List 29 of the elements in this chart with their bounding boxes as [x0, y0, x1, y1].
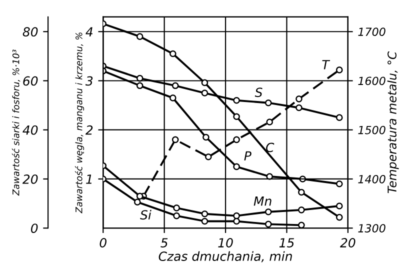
y2-tick-label: 1500	[358, 126, 386, 134]
series-label: S	[254, 88, 262, 98]
y-axis-title: Zawartość węgla, manganu i krzemu, %	[74, 32, 84, 214]
y-tick-label: 1	[86, 174, 92, 184]
y-tick-label: 4	[86, 27, 93, 36]
y2-axis-title: Temperatura metalu, °C	[387, 51, 399, 194]
x-tick-label: 20	[340, 238, 356, 248]
y2-tick-label: 1400	[358, 174, 386, 184]
y3-tick-label: 0	[30, 224, 38, 234]
series-label: Si	[140, 210, 152, 220]
x-tick-label: 15	[279, 238, 294, 248]
series-label: T	[322, 60, 330, 70]
x-tick-label: 0	[100, 238, 106, 248]
y3-tick-label: 80	[22, 27, 38, 37]
y2-tick-label: 1700	[358, 28, 386, 36]
series-label: P	[244, 151, 252, 160]
series-label: Mn	[254, 196, 272, 206]
y-tick-label: 3	[85, 76, 93, 86]
y3-tick-label: 60	[23, 76, 38, 86]
y3-axis-title: Zawartość siarki i fosforu, %·10³	[12, 50, 20, 196]
series-label: C	[266, 142, 274, 152]
y-tick-label: 2	[85, 125, 93, 135]
y2-tick-label: 1300	[358, 224, 386, 232]
x-tick-label: 5	[160, 238, 168, 248]
y2-tick-label: 1600	[358, 76, 386, 86]
y3-tick-label: 20	[22, 174, 38, 184]
x-axis-title: Czas dmuchania, min	[158, 251, 292, 262]
y3-tick-label: 40	[22, 125, 38, 135]
x-tick-label: 10	[218, 238, 233, 248]
